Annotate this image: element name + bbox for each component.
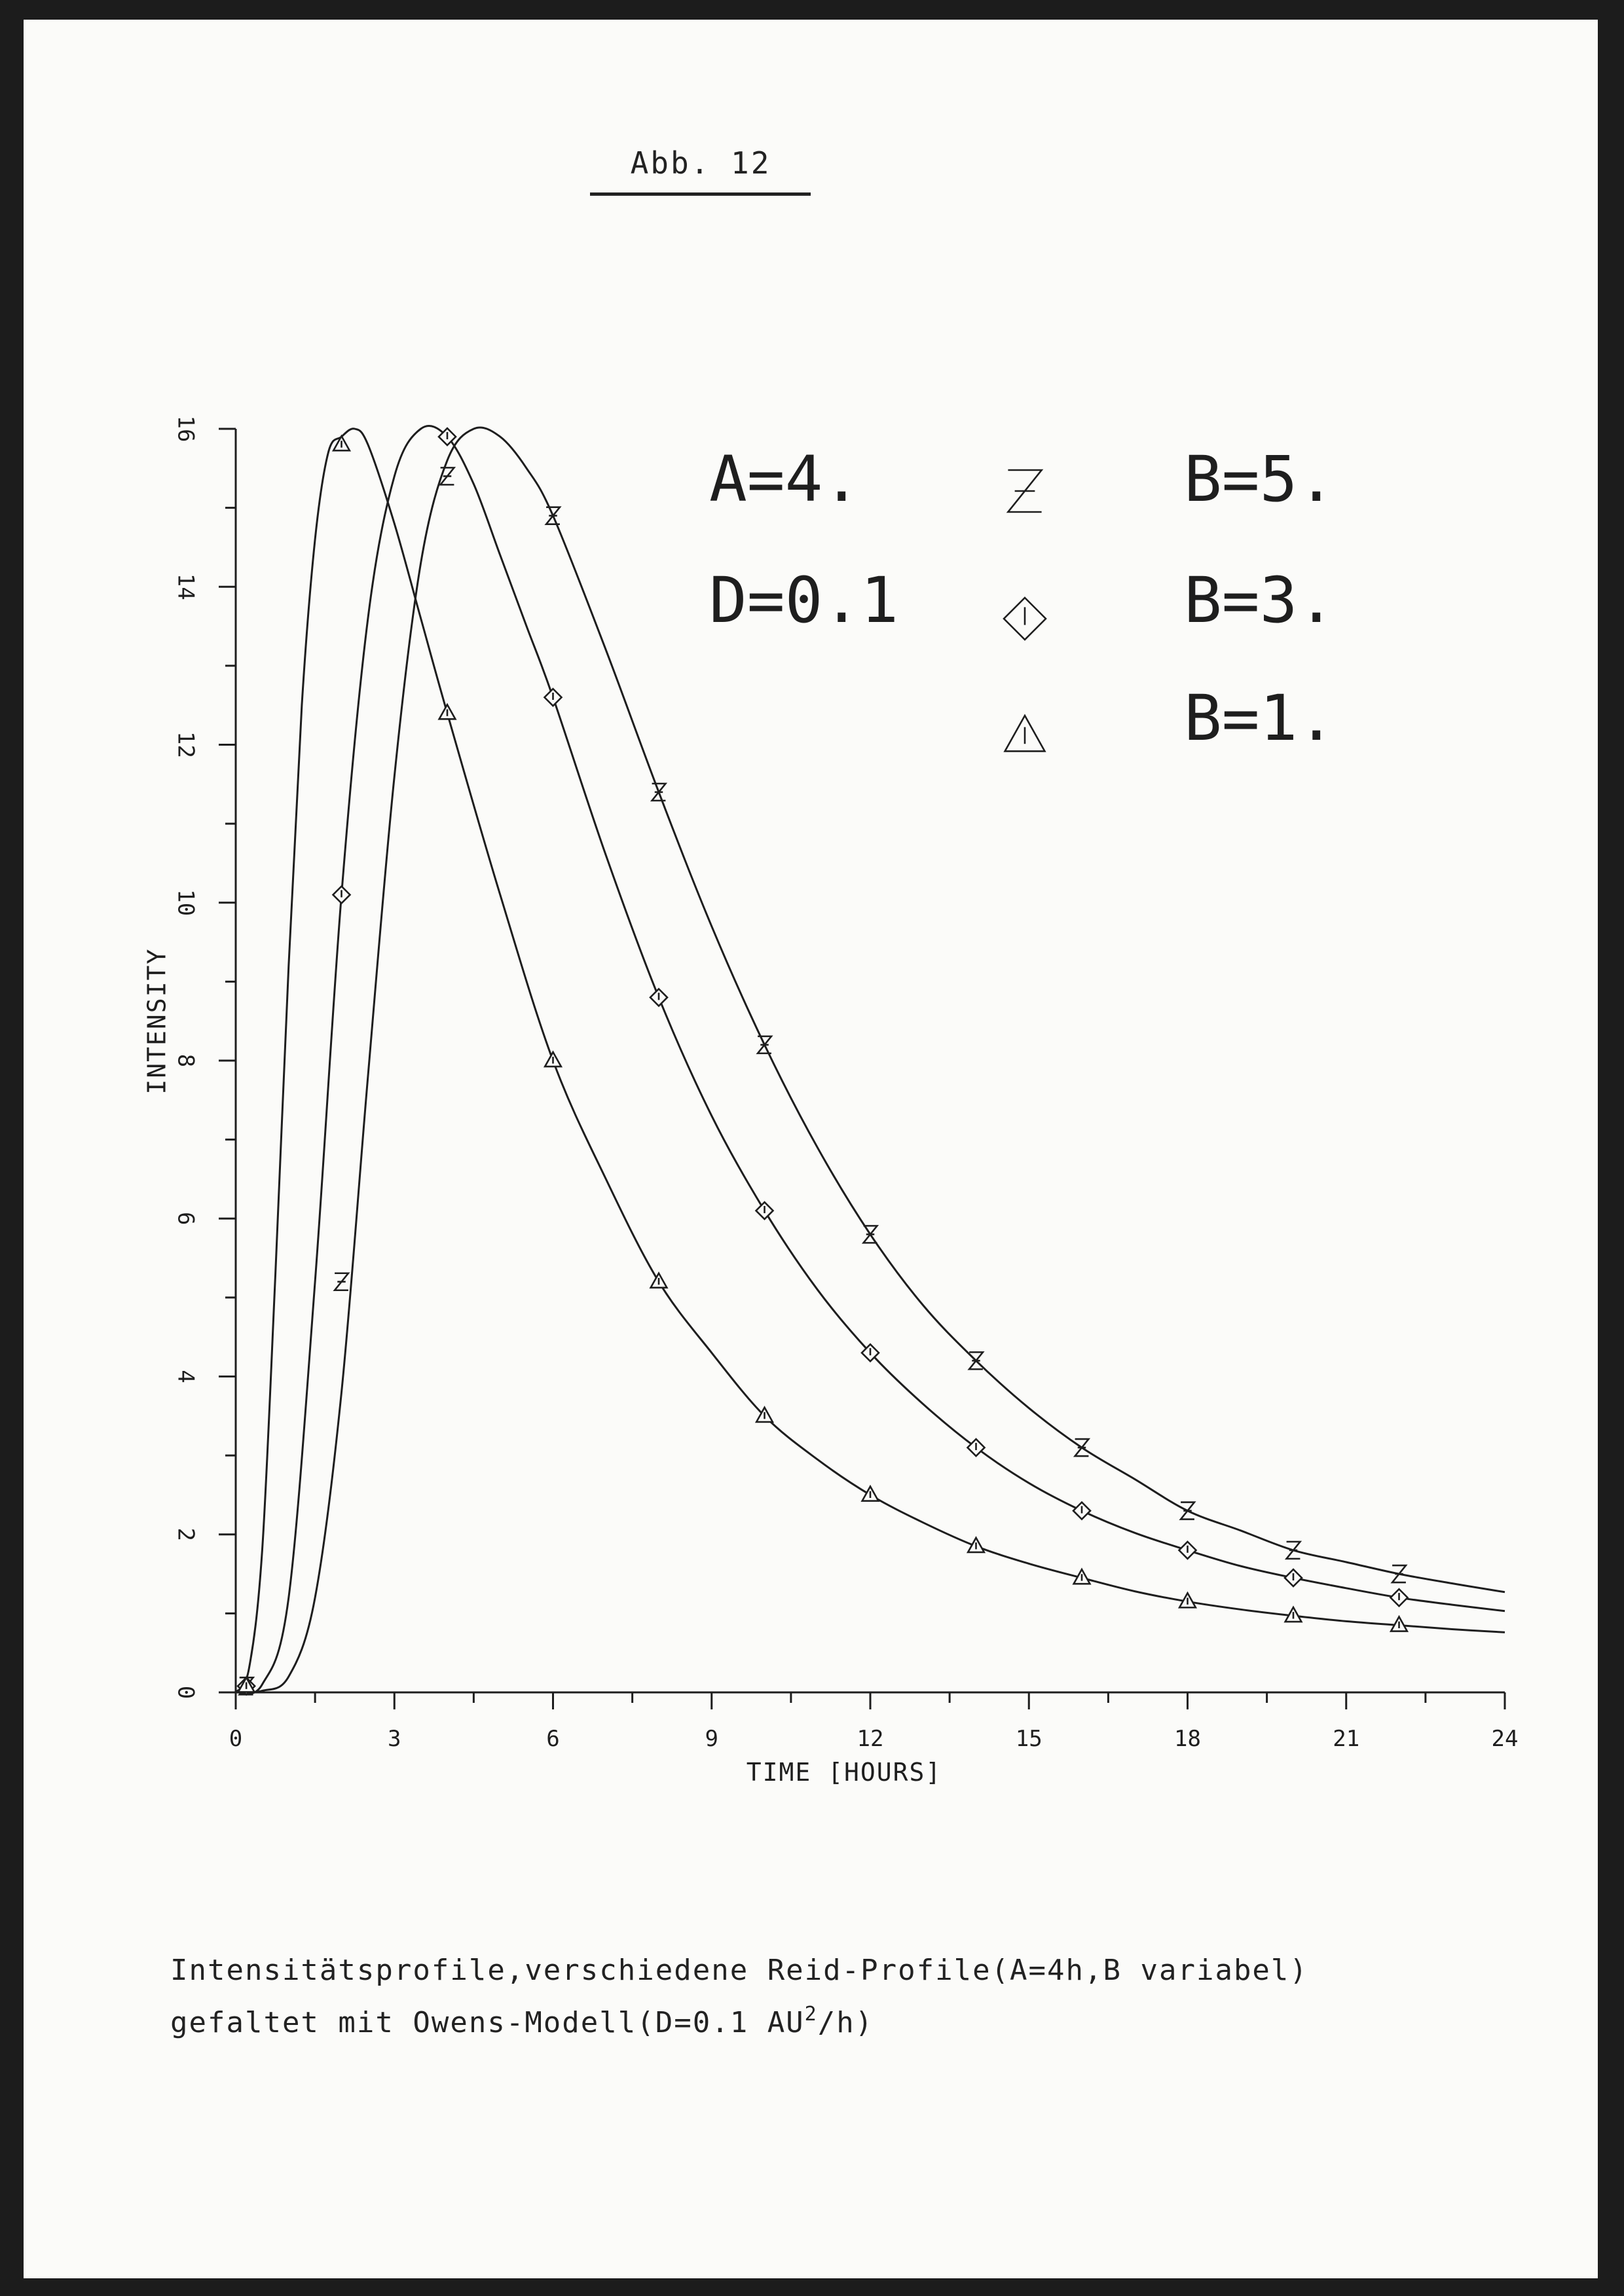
data-point-b5 <box>333 1272 350 1292</box>
x-tick-label: 18 <box>1174 1726 1201 1752</box>
data-point-b5 <box>967 1351 985 1370</box>
data-point-b3 <box>543 687 563 707</box>
legend-marker-b1 <box>1003 714 1046 752</box>
figure-label: Abb. 12 <box>630 145 771 181</box>
caption-line-2-text: gefaltet mit Owens-Modell(D=0.1 AU <box>170 2006 805 2039</box>
y-tick-label: 10 <box>173 889 199 916</box>
data-point-b5 <box>861 1225 879 1244</box>
figure-caption: Intensitätsprofile,verschiedene Reid-Pro… <box>170 1944 1480 2049</box>
data-point-b1 <box>236 1675 256 1693</box>
scanned-page <box>24 20 1598 2278</box>
x-tick-label: 9 <box>705 1726 718 1752</box>
caption-line-1: Intensitätsprofile,verschiedene Reid-Pro… <box>170 1954 1308 1987</box>
caption-line-2: gefaltet mit Owens-Modell(D=0.1 AU2/h) <box>170 1997 1480 2049</box>
param-d: D=0.1 <box>709 564 898 637</box>
x-tick-label: 21 <box>1333 1726 1359 1752</box>
data-point-b1 <box>1177 1591 1198 1609</box>
data-point-b1 <box>1389 1614 1409 1632</box>
y-tick-label: 8 <box>173 1054 199 1067</box>
data-point-b3 <box>754 1201 775 1221</box>
data-point-b3 <box>1072 1501 1092 1521</box>
caption-line-2-end: /h) <box>817 2006 874 2039</box>
x-tick-label: 15 <box>1016 1726 1043 1752</box>
data-point-b1 <box>543 1050 563 1068</box>
data-point-b1 <box>649 1271 669 1289</box>
x-axis-title: TIME [HOURS] <box>747 1758 942 1787</box>
y-tick-label: 2 <box>173 1528 199 1541</box>
data-point-b1 <box>331 434 352 452</box>
data-point-b5 <box>650 782 668 802</box>
data-point-b1 <box>1283 1605 1303 1623</box>
data-point-b5 <box>1073 1438 1091 1457</box>
data-point-b3 <box>966 1438 986 1457</box>
data-point-b5 <box>1284 1540 1302 1560</box>
chart-legend: A=4. D=0.1 B=5. B=3. B=1. <box>709 443 1335 755</box>
data-point-b5 <box>756 1035 773 1055</box>
y-tick-label: 6 <box>173 1212 199 1225</box>
y-tick-label: 14 <box>173 574 199 600</box>
y-tick-label: 4 <box>173 1370 199 1383</box>
y-tick-label: 12 <box>173 731 199 758</box>
x-tick-label: 6 <box>546 1726 559 1752</box>
data-point-b5 <box>544 506 562 525</box>
y-axis-title: INTENSITY <box>143 948 172 1095</box>
legend-marker-b3 <box>1003 596 1047 641</box>
data-point-b5 <box>438 467 456 486</box>
data-point-b1 <box>437 702 457 720</box>
data-point-b3 <box>1283 1568 1303 1588</box>
y-tick-label: 0 <box>173 1686 199 1699</box>
data-point-b3 <box>860 1343 880 1363</box>
data-point-b3 <box>1177 1540 1198 1560</box>
x-tick-label: 24 <box>1492 1726 1519 1752</box>
x-tick-label: 0 <box>229 1726 242 1752</box>
data-point-b3 <box>1389 1588 1409 1608</box>
data-point-b5 <box>1179 1501 1196 1520</box>
data-point-b1 <box>1072 1567 1092 1585</box>
data-point-b3 <box>331 884 352 905</box>
data-point-b1 <box>860 1484 880 1502</box>
data-point-b5 <box>1390 1564 1408 1584</box>
data-point-b1 <box>754 1406 775 1423</box>
figure-label-underline <box>590 192 811 196</box>
caption-superscript: 2 <box>804 2003 818 2026</box>
data-point-b1 <box>966 1536 986 1554</box>
param-a: A=4. <box>709 443 860 516</box>
y-tick-label: 16 <box>173 416 199 443</box>
legend-label-b3: B=3. <box>1184 564 1335 637</box>
data-point-b3 <box>649 987 669 1008</box>
data-point-b3 <box>437 427 457 446</box>
x-tick-label: 3 <box>388 1726 401 1752</box>
chart-markers <box>236 427 1409 1696</box>
legend-label-b5: B=5. <box>1184 443 1335 516</box>
curve-b1 <box>234 428 1505 1693</box>
x-tick-label: 12 <box>857 1726 884 1752</box>
legend-marker-b5 <box>1006 469 1044 513</box>
legend-label-b1: B=1. <box>1184 682 1335 755</box>
